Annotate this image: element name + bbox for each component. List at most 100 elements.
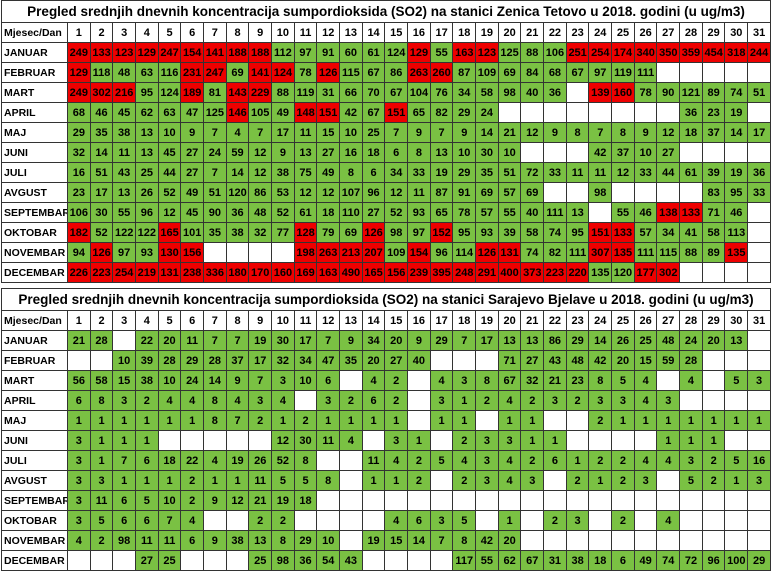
value-cell: 7 (203, 162, 227, 183)
value-cell: 2 (475, 390, 499, 411)
value-cell: 7 (429, 122, 454, 143)
value-cell: 84 (520, 62, 545, 83)
value-cell (747, 510, 771, 531)
value-cell: 96 (429, 242, 454, 263)
value-cell: 34 (361, 330, 386, 351)
value-cell: 6 (384, 142, 409, 163)
value-cell: 51 (497, 162, 522, 183)
value-cell: 13 (293, 142, 318, 163)
value-cell: 12 (293, 182, 318, 203)
value-cell (679, 262, 703, 283)
value-cell: 117 (452, 550, 477, 571)
day-header: 17 (429, 22, 454, 43)
value-cell: 27 (135, 550, 159, 571)
value-cell: 219 (135, 262, 159, 283)
value-cell: 10 (633, 142, 658, 163)
value-cell: 5 (89, 510, 114, 531)
value-cell: 1 (203, 470, 227, 491)
value-cell: 33 (543, 162, 567, 183)
value-cell: 1 (565, 450, 590, 471)
day-header: 31 (747, 310, 771, 331)
value-cell (361, 510, 386, 531)
month-row: JULI 16 51 43 25 44 27 7 14 12 38 75 49 8 6 34 33 19 29 35 5… (1, 162, 771, 183)
value-cell: 96 (135, 202, 159, 223)
value-cell: 77 (271, 222, 295, 243)
value-cell: 21 (543, 370, 567, 391)
value-cell: 67 (384, 82, 409, 103)
value-cell: 163 (316, 262, 341, 283)
day-header: 4 (135, 310, 159, 331)
value-cell (679, 182, 703, 203)
value-cell: 5 (452, 510, 477, 531)
value-cell: 22 (135, 330, 159, 351)
value-cell: 42 (588, 350, 613, 371)
value-cell: 2 (520, 450, 545, 471)
header-cell: Mjesec/Dan (1, 310, 68, 331)
value-cell: 52 (89, 222, 114, 243)
day-header: 10 (271, 310, 295, 331)
value-cell (724, 490, 749, 511)
value-cell: 8 (316, 470, 341, 491)
day-header: 2 (89, 22, 114, 43)
value-cell: 1 (361, 410, 386, 431)
value-cell: 125 (497, 42, 522, 63)
value-cell: 25 (633, 330, 658, 351)
value-cell: 114 (452, 242, 477, 263)
value-cell: 3 (679, 450, 703, 471)
value-cell: 39 (701, 162, 726, 183)
value-cell: 33 (407, 162, 431, 183)
value-cell: 12 (248, 162, 273, 183)
day-header: 28 (679, 310, 703, 331)
value-cell: 36 (747, 162, 771, 183)
value-cell: 302 (89, 82, 114, 103)
value-cell: 14 (407, 530, 431, 551)
value-cell: 19 (361, 530, 386, 551)
value-cell: 97 (588, 62, 613, 83)
value-cell: 6 (611, 550, 635, 571)
value-cell (701, 142, 726, 163)
value-cell: 44 (656, 162, 681, 183)
value-cell (679, 142, 703, 163)
day-header: 9 (248, 22, 273, 43)
value-cell: 20 (701, 330, 726, 351)
value-cell: 95 (565, 222, 590, 243)
value-cell: 7 (316, 330, 341, 351)
day-header: 26 (633, 22, 658, 43)
value-cell: 43 (339, 550, 363, 571)
value-cell: 4 (225, 122, 250, 143)
value-cell: 40 (520, 202, 545, 223)
value-cell: 17 (271, 122, 295, 143)
value-cell: 6 (135, 510, 159, 531)
value-cell: 70 (361, 82, 386, 103)
value-cell: 336 (203, 262, 227, 283)
value-cell: 9 (271, 142, 295, 163)
value-cell: 4 (361, 370, 386, 391)
value-cell: 34 (293, 350, 318, 371)
value-cell: 42 (475, 530, 499, 551)
value-cell: 1 (225, 470, 250, 491)
value-cell: 1 (135, 410, 159, 431)
day-header: 15 (384, 310, 409, 331)
value-cell: 1 (361, 470, 386, 491)
value-cell (679, 530, 703, 551)
value-cell: 98 (588, 182, 613, 203)
value-cell: 61 (679, 162, 703, 183)
value-cell (520, 530, 545, 551)
value-cell (384, 490, 409, 511)
value-cell: 38 (271, 162, 295, 183)
value-cell (407, 390, 431, 411)
value-cell: 21 (248, 490, 273, 511)
value-cell: 1 (679, 410, 703, 431)
value-cell: 17 (747, 122, 771, 143)
value-cell (271, 242, 295, 263)
value-cell: 12 (520, 122, 545, 143)
value-cell (520, 142, 545, 163)
value-cell: 86 (543, 330, 567, 351)
value-cell: 8 (588, 370, 613, 391)
value-cell: 10 (316, 530, 341, 551)
value-cell: 29 (747, 550, 771, 571)
value-cell: 37 (701, 122, 726, 143)
value-cell: 9 (407, 122, 431, 143)
value-cell: 6 (135, 450, 159, 471)
